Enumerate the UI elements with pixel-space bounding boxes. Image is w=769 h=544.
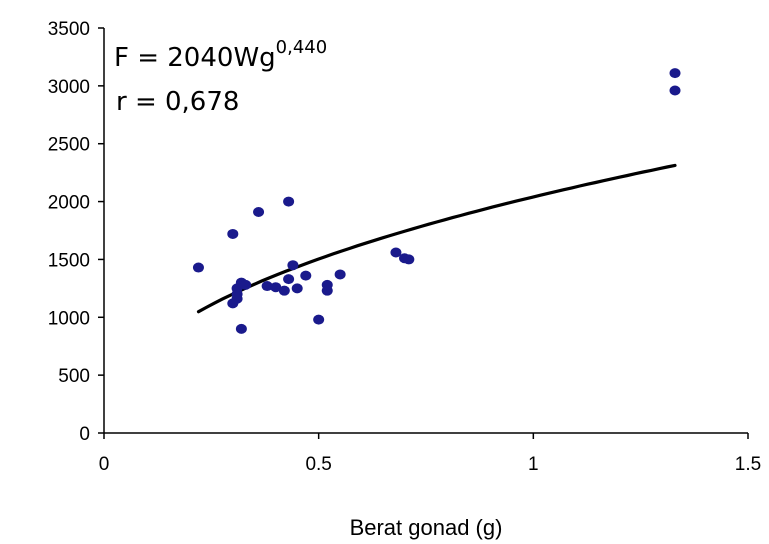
x-tick-label: 0.5 [305, 454, 331, 475]
data-point [270, 282, 282, 293]
data-point [321, 285, 333, 296]
y-tick-label: 3500 [48, 19, 90, 40]
chart-axes [103, 28, 748, 434]
data-point [235, 323, 247, 334]
data-point [300, 270, 312, 281]
data-point [403, 254, 415, 265]
y-tick-label: 1500 [48, 250, 90, 271]
data-point [227, 228, 239, 239]
data-point [669, 85, 681, 96]
data-point [278, 285, 290, 296]
data-point [231, 293, 243, 304]
y-tick-label: 3000 [48, 77, 90, 98]
y-tick-label: 2500 [48, 135, 90, 156]
r-value-text: r = 0,678 [116, 87, 239, 117]
data-point [291, 283, 303, 294]
data-point [240, 279, 252, 290]
data-point [261, 281, 273, 292]
data-point [253, 206, 265, 217]
x-tick-label: 1.5 [735, 454, 761, 475]
data-point [287, 260, 299, 271]
equation-annotation: F = 2040Wg0,440 r = 0,678 [114, 37, 327, 117]
trendline-group [196, 163, 677, 314]
equation-main: F = 2040Wg [114, 43, 276, 73]
data-point [390, 247, 402, 258]
data-points [192, 68, 681, 334]
data-point [192, 262, 204, 273]
equation-text: F = 2040Wg0,440 [114, 37, 327, 73]
equation-exponent: 0,440 [276, 37, 328, 58]
y-tick-label: 1000 [48, 308, 90, 329]
data-point [334, 269, 346, 280]
y-tick-label: 2000 [48, 193, 90, 214]
chart-ticks: 0 500 1000 1500 2000 2500 3000 3500 0 0.5 1 1.5 [48, 19, 761, 475]
data-point [313, 314, 325, 325]
y-tick-label: 0 [79, 424, 90, 445]
y-tick-label: 500 [58, 366, 90, 387]
x-tick-label: 0 [99, 454, 110, 475]
data-point [283, 274, 295, 285]
x-axis-label: Berat gonad (g) [350, 515, 503, 540]
data-point [283, 196, 295, 207]
data-point [669, 68, 681, 79]
x-tick-label: 1 [528, 454, 539, 475]
power-trendline [196, 163, 677, 314]
